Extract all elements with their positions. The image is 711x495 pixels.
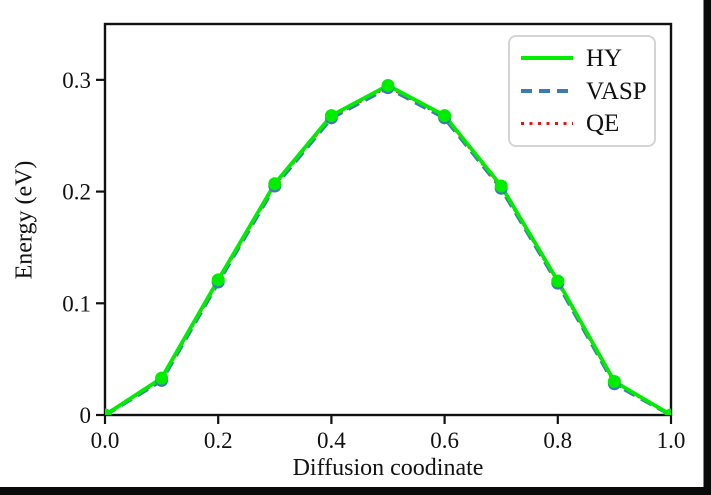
plot-series-group (105, 78, 671, 415)
legend-label-hy: HY (586, 44, 623, 72)
plot-frame (103, 22, 673, 417)
data-point-marker-hy (607, 374, 621, 388)
window-border-right (703, 0, 711, 495)
x-axis-label: Diffusion coodinate (292, 455, 484, 481)
data-point-marker-hy (664, 408, 671, 415)
data-point-marker-hy (268, 177, 282, 191)
legend-label-qe: QE (586, 110, 620, 138)
y-tick-label: 0.1 (62, 291, 91, 316)
data-point-marker-hy (105, 408, 112, 415)
y-axis-label: Energy (eV) (11, 160, 38, 280)
legend-label-vasp: VASP (586, 77, 647, 105)
qe-line-swatch (521, 121, 573, 126)
legend-item-vasp: VASP (521, 75, 647, 108)
window-border-bottom (0, 487, 711, 495)
data-point-marker-hy (494, 179, 508, 193)
x-tick-label: 0.0 (91, 428, 120, 453)
y-tick-label: 0.2 (62, 180, 91, 205)
y-tick-label: 0 (80, 403, 92, 428)
data-point-marker-hy (551, 274, 565, 288)
hy-line-swatch (521, 56, 573, 61)
data-point-marker-hy (438, 109, 452, 123)
data-point-marker-hy (381, 78, 395, 92)
x-tick-label: 0.4 (317, 428, 346, 453)
x-tick-label: 0.2 (204, 428, 233, 453)
y-tick-label: 0.3 (62, 68, 91, 93)
data-point-marker-hy (211, 273, 225, 287)
legend-item-qe: QE (521, 107, 644, 140)
x-tick-label: 0.8 (543, 428, 572, 453)
legend: HY VASP QE (508, 35, 656, 147)
legend-item-hy: HY (521, 42, 644, 75)
x-tick-label: 0.6 (430, 428, 459, 453)
vasp-line-swatch (521, 88, 573, 94)
data-point-marker-hy (155, 371, 169, 385)
x-tick-label: 1.0 (657, 428, 686, 453)
data-point-marker-hy (324, 109, 338, 123)
